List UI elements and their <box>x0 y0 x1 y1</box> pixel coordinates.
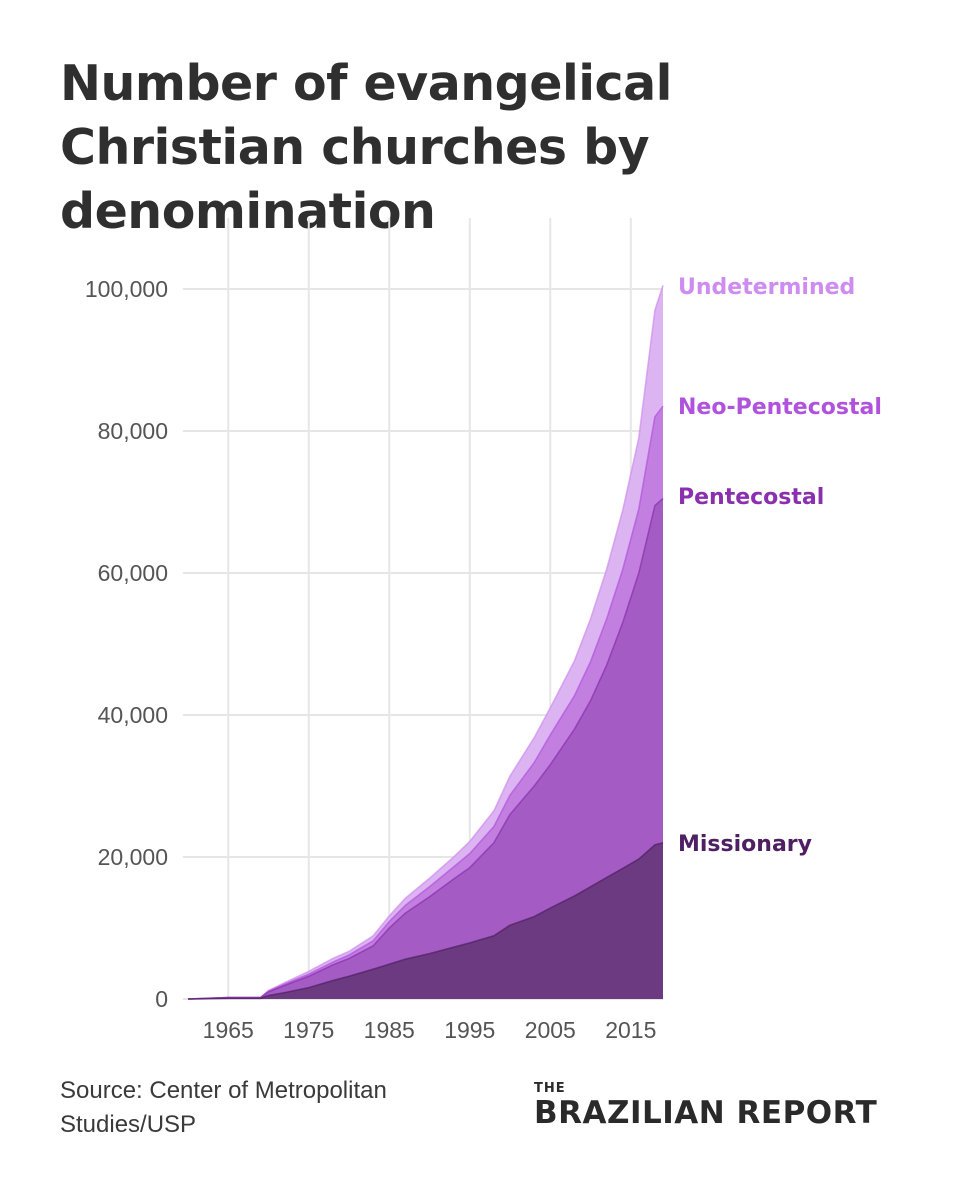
x-tick-label-1975: 1975 <box>283 1017 334 1043</box>
series-areas <box>187 285 664 1000</box>
series-label-undetermined: Undetermined <box>678 275 855 300</box>
line-neo-pentecostal <box>187 405 664 1000</box>
x-tick-label-2015: 2015 <box>605 1017 656 1043</box>
x-tick-label-2005: 2005 <box>525 1017 576 1043</box>
y-tick-label-80000: 80,000 <box>98 418 168 444</box>
source-note: Source: Center of Metropolitan Studies/U… <box>60 1077 387 1138</box>
y-axis-tick-labels: 0 20,000 40,000 60,000 80,000 100,000 <box>85 276 168 1012</box>
chart-title: Number of evangelical Christian churches… <box>60 55 672 240</box>
y-tick-label-100000: 100,000 <box>85 276 168 302</box>
brand-logo: THE BRAZILIAN REPORT <box>534 1081 914 1131</box>
area-pentecostal <box>188 498 663 999</box>
x-tick-label-1995: 1995 <box>444 1017 495 1043</box>
x-tick-label-1965: 1965 <box>203 1017 254 1043</box>
y-tick-label-20000: 20,000 <box>98 844 168 870</box>
x-tick-label-1985: 1985 <box>364 1017 415 1043</box>
series-label-pentecostal: Pentecostal <box>678 485 824 510</box>
stacked-area-chart: 0 20,000 40,000 60,000 80,000 100,000 1965 197… <box>85 218 882 1043</box>
line-undetermined <box>187 285 664 1000</box>
series-label-missionary: Missionary <box>678 832 812 857</box>
series-label-neo-pentecostal: Neo-Pentecostal <box>678 395 882 420</box>
logo-name: BRAZILIAN REPORT <box>534 1095 878 1131</box>
area-missionary <box>188 842 663 999</box>
line-missionary <box>187 842 664 1000</box>
line-pentecostal <box>187 497 664 1000</box>
logo-the: THE <box>534 1081 566 1096</box>
series-labels: Undetermined Neo-Pentecostal Pentecostal Mi… <box>678 275 882 857</box>
x-axis-tick-labels: 1965 1975 1985 1995 2005 2015 <box>203 1017 657 1043</box>
y-tick-label-60000: 60,000 <box>98 560 168 586</box>
y-tick-label-0: 0 <box>155 986 168 1012</box>
y-tick-label-40000: 40,000 <box>98 702 168 728</box>
